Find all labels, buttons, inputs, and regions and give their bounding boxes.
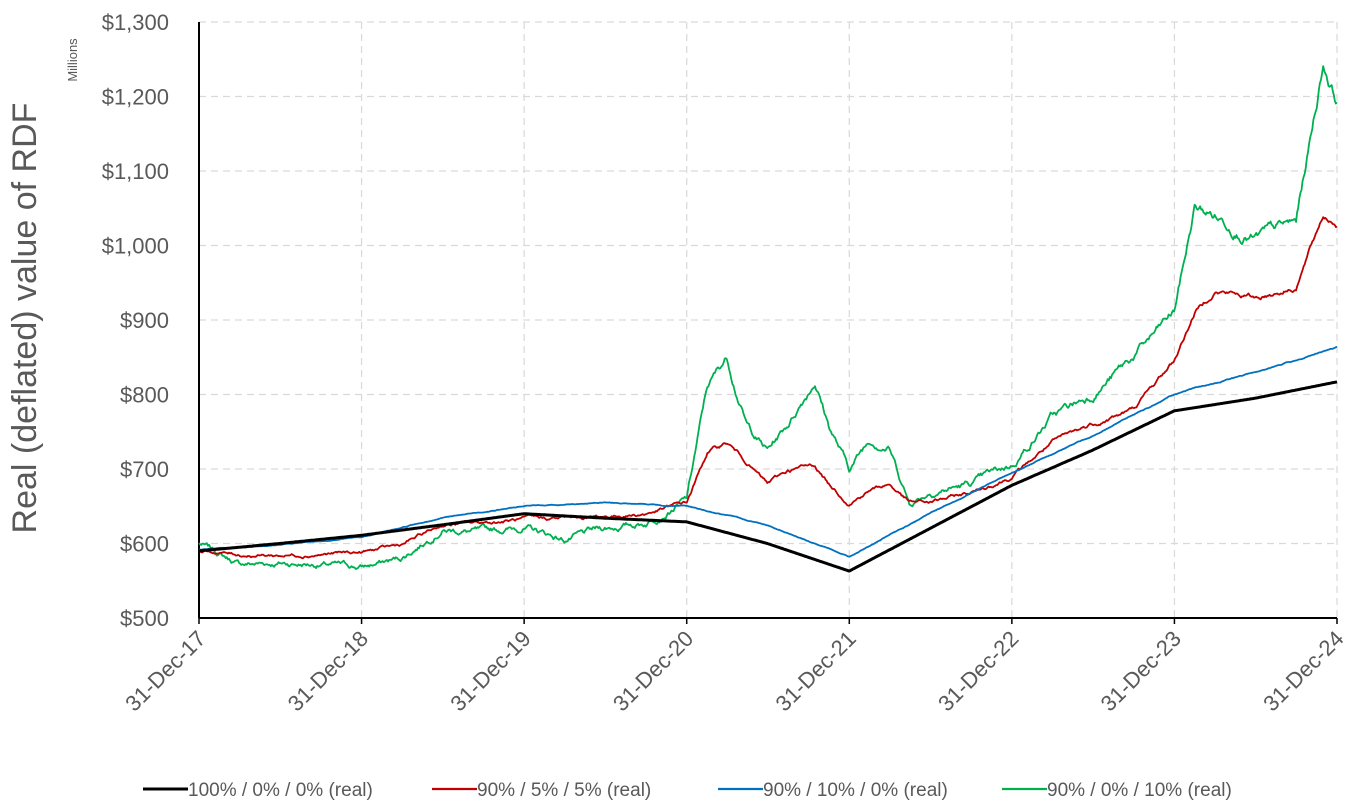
gridlines bbox=[198, 21, 1338, 624]
legend-label: 100% / 0% / 0% (real) bbox=[188, 780, 373, 801]
x-tick-label: 31-Dec-17 bbox=[120, 626, 210, 716]
series-line-0 bbox=[198, 380, 1338, 573]
y-tick-label: $700 bbox=[120, 457, 169, 482]
x-tick-label: 31-Dec-22 bbox=[933, 626, 1023, 716]
legend-label: 90% / 10% / 0% (real) bbox=[763, 780, 948, 801]
y-tick-labels: $500 $600 $700 $800 $900 $1,000 $1,100 $1,200 $1… bbox=[102, 10, 169, 631]
axes bbox=[198, 22, 1337, 619]
x-tick-label: 31-Dec-19 bbox=[445, 626, 535, 716]
x-tick-labels: 31-Dec-17 31-Dec-18 31-Dec-19 31-Dec-20 31-D… bbox=[120, 626, 1348, 716]
y-tick-label: $1,200 bbox=[102, 85, 169, 110]
y-tick-label: $800 bbox=[120, 383, 169, 408]
series-lines bbox=[198, 65, 1338, 573]
y-tick-label: $1,100 bbox=[102, 159, 169, 184]
x-tick-label: 31-Dec-24 bbox=[1258, 626, 1348, 716]
x-tick-label: 31-Dec-18 bbox=[283, 626, 373, 716]
x-tick-label: 31-Dec-20 bbox=[608, 626, 698, 716]
y-tick-label: $500 bbox=[120, 606, 169, 631]
y-tick-label: $1,300 bbox=[102, 10, 169, 35]
y-tick-label: $1,000 bbox=[102, 234, 169, 259]
legend-label: 90% / 5% / 5% (real) bbox=[477, 780, 651, 801]
series-line-2 bbox=[198, 346, 1338, 558]
x-tick-label: 31-Dec-23 bbox=[1096, 626, 1186, 716]
y-tick-label: $600 bbox=[120, 532, 169, 557]
legend-label: 90% / 0% / 10% (real) bbox=[1047, 780, 1232, 801]
y-tick-label: $900 bbox=[120, 308, 169, 333]
y-axis-label: Real (deflated) value of RDF bbox=[6, 103, 44, 534]
y-axis-units-label: Millions bbox=[65, 38, 80, 82]
series-line-3 bbox=[198, 65, 1338, 570]
legend: 100% / 0% / 0% (real) 90% / 5% / 5% (real… bbox=[143, 780, 1232, 801]
series-line-1 bbox=[198, 216, 1338, 560]
x-tick-label: 31-Dec-21 bbox=[771, 626, 861, 716]
